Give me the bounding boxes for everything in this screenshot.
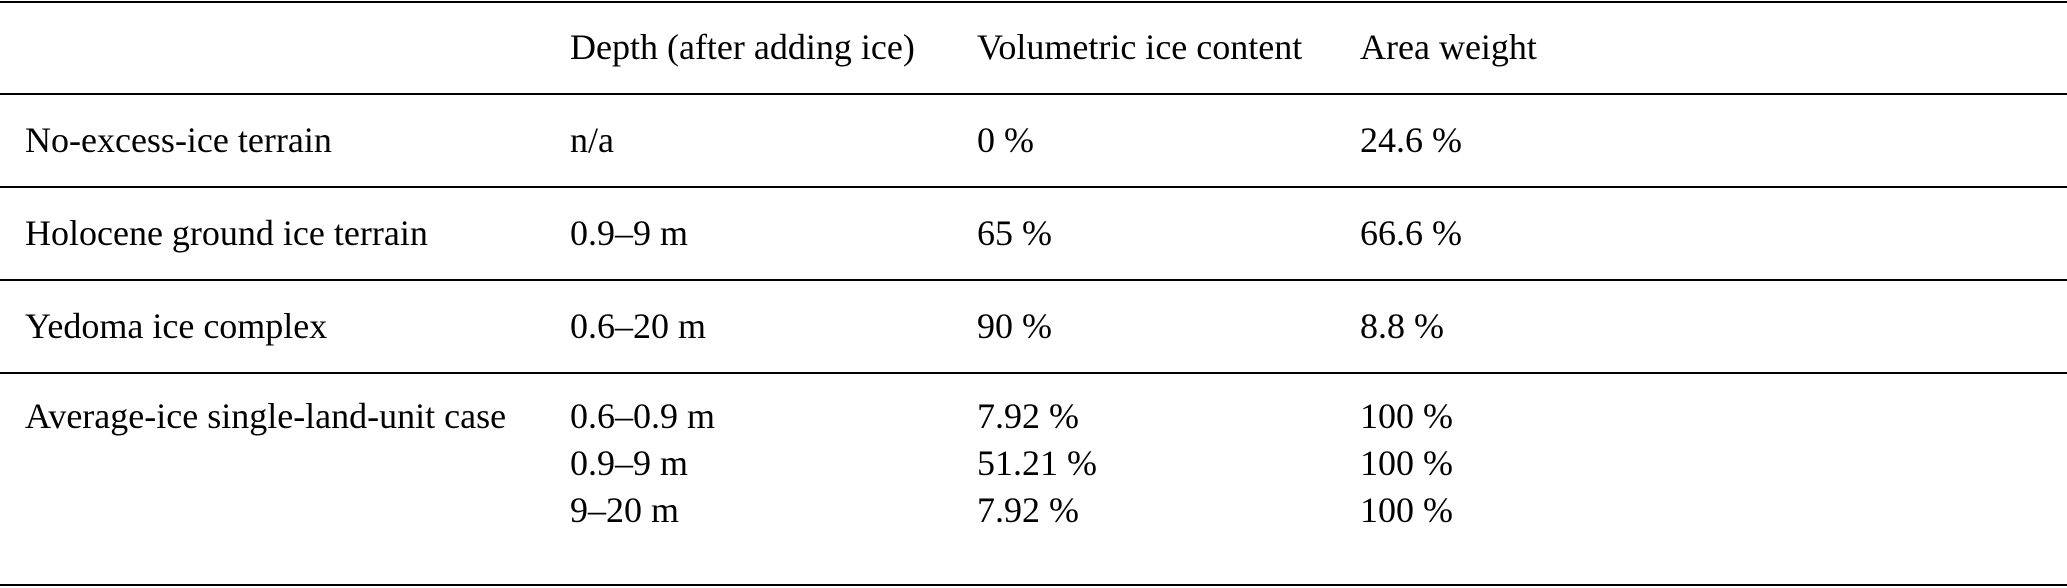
depth-cell: 0.9–9 m	[570, 213, 689, 253]
row-label: No-excess-ice terrain	[25, 120, 332, 160]
depth-cell: 0.6–0.9 m	[570, 396, 716, 436]
depth-cell: n/a	[570, 120, 614, 160]
depth-cell: 0.9–9 m	[570, 443, 689, 483]
ice-cell: 0 %	[977, 120, 1034, 160]
row-rule	[0, 372, 2067, 374]
row-label: Yedoma ice complex	[25, 306, 328, 346]
weight-cell: 100 %	[1360, 443, 1453, 483]
weight-cell: 8.8 %	[1360, 306, 1444, 346]
ice-cell: 51.21 %	[977, 443, 1097, 483]
bottom-rule	[0, 584, 2067, 586]
row-label: Holocene ground ice terrain	[25, 213, 428, 253]
header-rule	[0, 93, 2067, 95]
header-ice-content: Volumetric ice content	[977, 27, 1303, 67]
top-rule	[0, 1, 2067, 3]
header-depth: Depth (after adding ice)	[570, 27, 915, 67]
header-area-weight: Area weight	[1360, 27, 1537, 67]
depth-cell: 9–20 m	[570, 490, 680, 530]
ice-cell: 7.92 %	[977, 490, 1079, 530]
row-rule	[0, 186, 2067, 188]
depth-cell: 0.6–20 m	[570, 306, 707, 346]
ice-cell: 90 %	[977, 306, 1052, 346]
weight-cell: 66.6 %	[1360, 213, 1462, 253]
row-label: Average-ice single-land-unit case	[25, 396, 507, 436]
row-rule	[0, 279, 2067, 281]
ice-cell: 65 %	[977, 213, 1052, 253]
weight-cell: 100 %	[1360, 490, 1453, 530]
weight-cell: 100 %	[1360, 396, 1453, 436]
weight-cell: 24.6 %	[1360, 120, 1462, 160]
ice-cell: 7.92 %	[977, 396, 1079, 436]
